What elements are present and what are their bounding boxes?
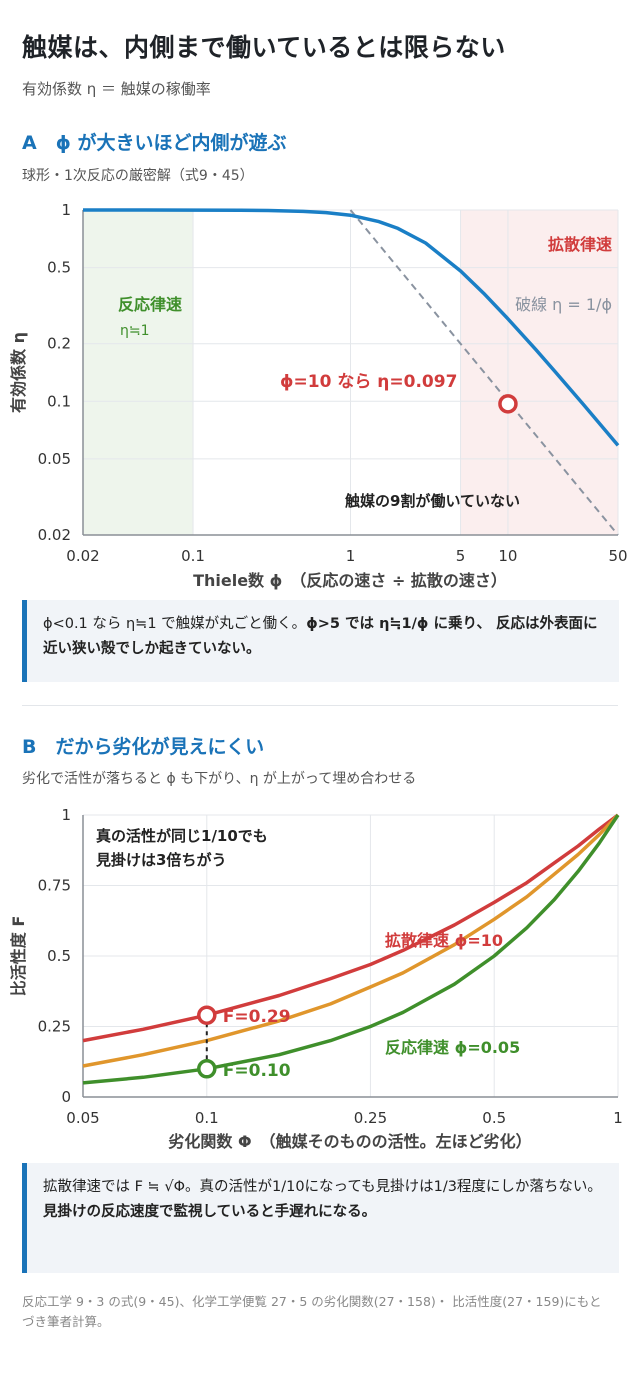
x-tick-label: 0.02	[66, 547, 99, 565]
relative-activity-chart: 0.05 0.1 0.25 0.5 1 0 0.25 0.5 0.75 1 F=0.29 F=0.10…	[9, 806, 623, 1151]
x-tick-label: 0.1	[195, 1109, 219, 1127]
x-tick-label: 1	[613, 1109, 623, 1127]
eta-approx-one-label: η≒1	[120, 323, 150, 339]
section-b-title: B だから劣化が見えにくい	[22, 736, 265, 758]
reaction-limited-curve	[82, 814, 620, 1085]
effectiveness-curve	[83, 208, 620, 447]
effectiveness-factor-chart: 0.02 0.1 1 5 10 50 0.02 0.05 0.1 0.2 0.5 1 反応律速 η≒1 拡散…	[9, 201, 628, 590]
section-b-note-emphasis: 見掛けの反応速度で監視していると手遅れになる。	[43, 1204, 377, 1221]
page-title: 触媒は、内側まで働いているとは限らない	[22, 33, 506, 62]
section-b-note-text: 拡散律速では F ≒ √Φ。真の活性が1/10になっても見掛けは1/3程度にしか…	[43, 1179, 602, 1195]
diffusion-limited-curve	[82, 813, 620, 1043]
reaction-series-label: 反応律速 ϕ=0.05	[385, 1038, 520, 1057]
y-tick-label: 0.25	[38, 1018, 71, 1036]
y-axis-title: 有効係数 η	[9, 332, 28, 413]
y-axis-title: 比活性度 F	[9, 916, 28, 997]
asymptote-line	[349, 209, 619, 536]
x-axis-title: 劣化関数 Φ （触媒そのものの活性。左ほど劣化）	[168, 1132, 531, 1151]
y-tick-label: 0.5	[47, 947, 71, 965]
x-tick-label: 0.1	[181, 547, 205, 565]
comparison-annotation-line1: 真の活性が同じ1/10でも	[96, 827, 268, 845]
section-a-note: ϕ<0.1 なら η≒1 で触媒が丸ごと働く。ϕ>5 では η≒1/ϕ に乗り、…	[22, 600, 619, 682]
y-tick-label: 0.2	[47, 335, 71, 353]
y-tick-label: 0.75	[38, 877, 71, 895]
x-tick-label: 0.25	[354, 1109, 387, 1127]
source-footnote: 反応工学 9・3 の式(9・45)、化学工学便覧 27・5 の劣化関数(27・1…	[22, 1294, 602, 1329]
y-tick-label: 0.5	[47, 259, 71, 277]
y-tick-label: 1	[61, 806, 71, 824]
diffusion-limited-label: 拡散律速	[548, 235, 612, 254]
section-b-note: 拡散律速では F ≒ √Φ。真の活性が1/10になっても見掛けは1/3程度にしか…	[22, 1163, 619, 1273]
diffusion-limited-zone	[460, 210, 618, 535]
y-tick-label: 0.02	[38, 526, 71, 544]
x-tick-label: 50	[608, 547, 627, 565]
reaction-limited-label: 反応律速	[118, 295, 182, 314]
x-tick-label: 10	[498, 547, 517, 565]
x-tick-label: 0.05	[66, 1109, 99, 1127]
highlight-point-diffusion	[197, 1005, 217, 1025]
section-a-subtitle: 球形・1次反応の厳密解（式9・45）	[22, 168, 254, 184]
idle-annotation: 触媒の9割が働いていない	[345, 492, 520, 510]
section-a-note-emphasis: ϕ>5 では η≒1/ϕ に乗り、 反応は外表面に近い狭い殻でしか起きていない。	[43, 616, 598, 658]
reaction-limited-zone	[83, 210, 194, 535]
section-divider	[22, 705, 618, 706]
x-axis-title: Thiele数 ϕ （反応の速さ ÷ 拡散の速さ）	[193, 571, 507, 590]
y-tick-label: 0.1	[47, 392, 71, 410]
y-tick-label: 0	[61, 1088, 71, 1106]
diffusion-series-label: 拡散律速 ϕ=10	[385, 931, 503, 950]
asymptote-label: 破線 η = 1/ϕ	[515, 295, 612, 314]
highlight-label: ϕ=10 なら η=0.097	[280, 372, 457, 392]
highlight-point-reaction	[197, 1059, 217, 1079]
x-tick-label: 0.5	[482, 1109, 506, 1127]
page-subtitle: 有効係数 η ＝ 触媒の稼働率	[22, 80, 211, 98]
section-a-note-text: ϕ<0.1 なら η≒1 で触媒が丸ごと働く。	[43, 616, 307, 632]
section-b-subtitle: 劣化で活性が落ちると ϕ も下がり、η が上がって埋め合わせる	[22, 771, 417, 787]
x-tick-label: 1	[346, 547, 356, 565]
y-tick-label: 0.05	[38, 450, 71, 468]
highlight-label-reaction: F=0.10	[223, 1061, 291, 1081]
x-tick-label: 5	[456, 547, 466, 565]
highlight-point	[498, 394, 518, 414]
comparison-annotation-line2: 見掛けは3倍ちがう	[95, 851, 226, 869]
y-tick-label: 1	[61, 201, 71, 219]
section-a-title: A ϕ が大きいほど内側が遊ぶ	[22, 132, 287, 154]
highlight-label-diffusion: F=0.29	[223, 1007, 291, 1027]
intermediate-curve	[82, 813, 620, 1068]
